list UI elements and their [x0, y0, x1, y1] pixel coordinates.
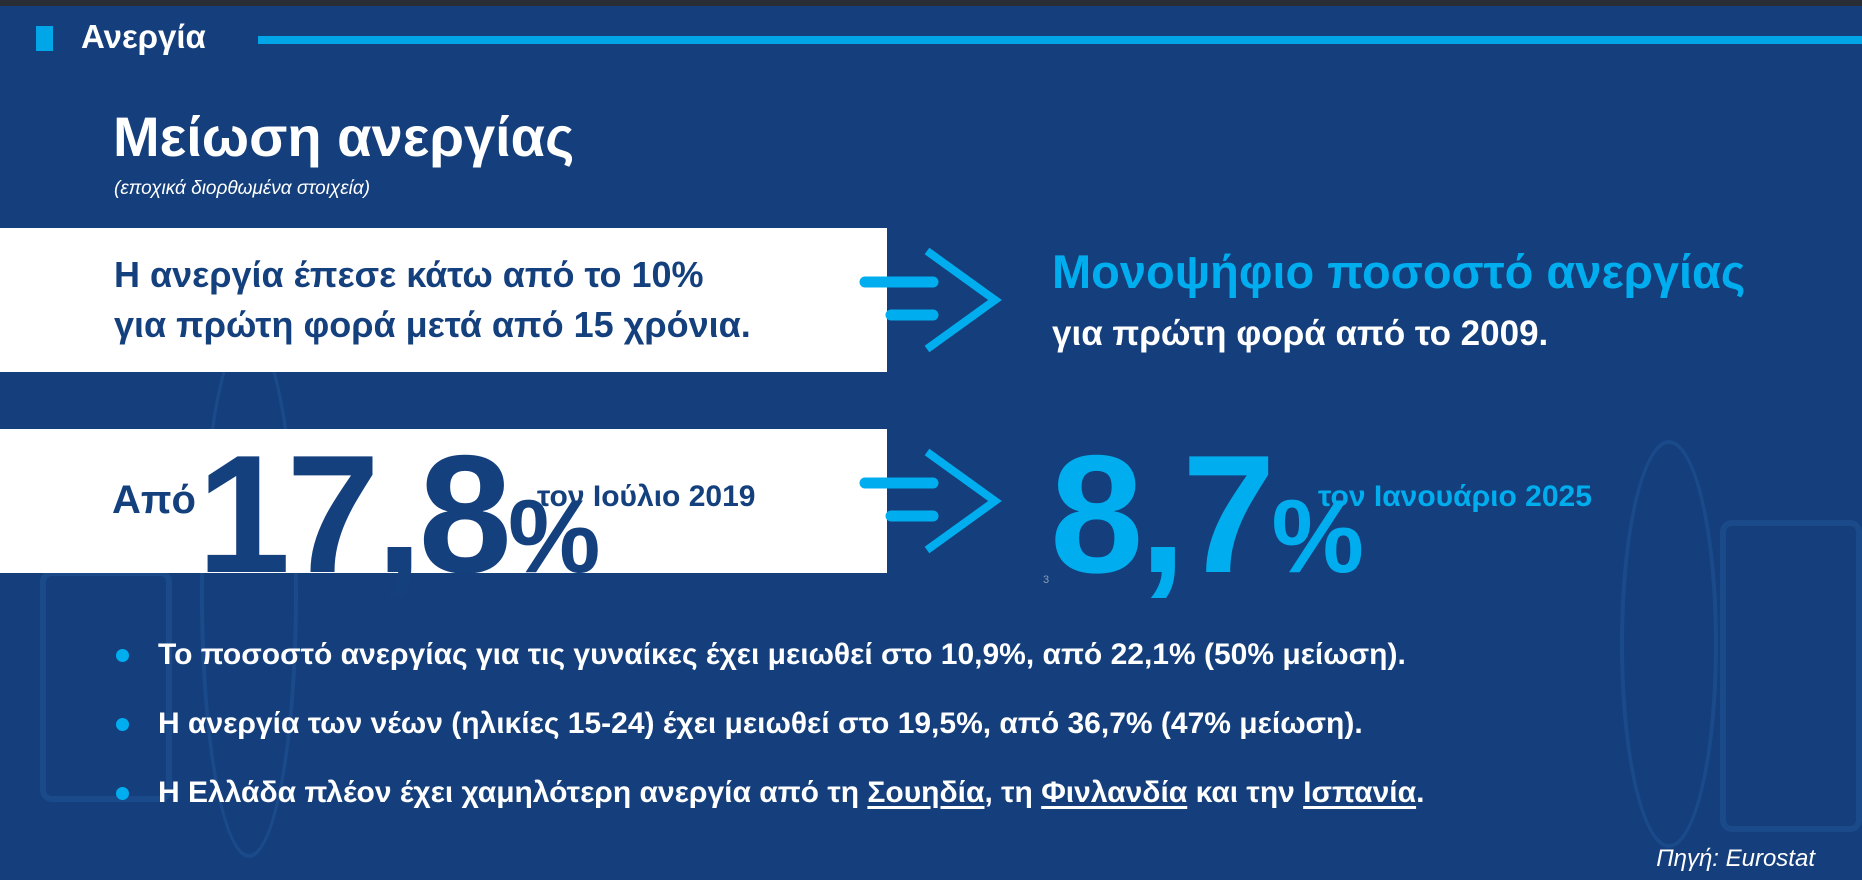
bullet-text-part: .: [1416, 776, 1425, 809]
laurel-watermark: [40, 570, 172, 802]
double-arrow-right-icon: [859, 247, 1002, 353]
bullet-text: Η Ελλάδα πλέον έχει χαμηλότερη ανεργία α…: [158, 776, 1424, 810]
bullet-text: Το ποσοστό ανεργίας για τις γυναίκες έχε…: [158, 638, 1406, 671]
highlight-headline: Μονοψήφιο ποσοστό ανεργίας: [1052, 245, 1746, 298]
highlight-subline: για πρώτη φορά από το 2009.: [1052, 314, 1549, 353]
source-note: Πηγή: Eurostat: [1656, 845, 1815, 872]
double-arrow-right-icon: [859, 448, 1002, 554]
section-title: Ανεργία: [81, 18, 206, 55]
section-marker: [36, 26, 53, 51]
new-rate-value: 8,7: [1050, 420, 1276, 608]
bullet-text-part: και την: [1187, 776, 1304, 809]
bullet-dot-icon: [116, 786, 129, 800]
from-label: Από: [112, 478, 196, 522]
percent-sign: %: [507, 479, 601, 595]
bullet-item: Η Ελλάδα πλέον έχει χαμηλότερη ανεργία α…: [116, 776, 1424, 810]
page-subtitle: (εποχικά διορθωμένα στοιχεία): [114, 178, 371, 199]
page-title: Μείωση ανεργίας: [113, 105, 575, 168]
statement-box: [0, 228, 887, 372]
statement-text: Η ανεργία έπεσε κάτω από το 10% για πρώτ…: [114, 250, 751, 350]
old-rate: 17,8%: [197, 430, 600, 598]
old-rate-date: τον Ιούλιο 2019: [537, 480, 756, 513]
document-watermark: [1720, 520, 1862, 832]
country-finland: Φινλανδία: [1041, 776, 1188, 809]
bullet-dot-icon: [116, 717, 129, 731]
old-rate-value: 17,8: [197, 420, 512, 608]
new-rate-date: τον Ιανουάριο 2025: [1318, 480, 1592, 513]
new-rate: 8,7%: [1050, 430, 1364, 598]
laurel-watermark: [1620, 440, 1718, 848]
bullet-item: Το ποσοστό ανεργίας για τις γυναίκες έχε…: [116, 638, 1406, 672]
bullet-text-part: Η Ελλάδα πλέον έχει χαμηλότερη ανεργία α…: [158, 776, 868, 809]
page-number: 3: [1043, 574, 1050, 586]
bullet-text-part: , τη: [984, 776, 1042, 809]
top-bar: [0, 0, 1862, 6]
statement-line-1: Η ανεργία έπεσε κάτω από το 10%: [114, 254, 704, 295]
country-sweden: Σουηδία: [867, 776, 985, 809]
percent-sign: %: [1271, 479, 1365, 595]
bullet-text: Η ανεργία των νέων (ηλικίες 15-24) έχει …: [158, 707, 1363, 740]
statement-line-2: για πρώτη φορά μετά από 15 χρόνια.: [114, 304, 751, 345]
bullet-dot-icon: [116, 648, 129, 662]
figure-box: [0, 429, 887, 573]
header-divider: [258, 36, 1862, 44]
bullet-item: Η ανεργία των νέων (ηλικίες 15-24) έχει …: [116, 707, 1363, 741]
country-spain: Ισπανία: [1303, 776, 1417, 809]
